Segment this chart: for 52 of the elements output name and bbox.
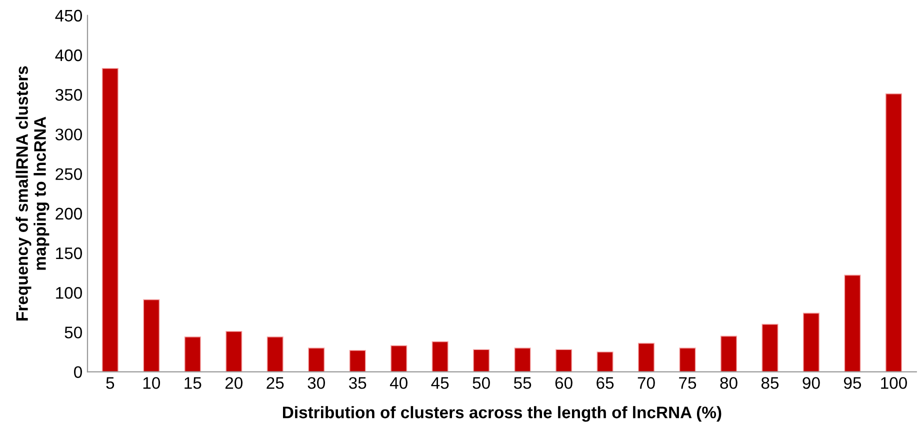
y-tick-label: 50 (64, 326, 82, 338)
x-tick-label: 55 (514, 377, 532, 389)
y-axis-title: Frequency of smallRNA clusters mapping to lncRNA (16, 66, 50, 320)
y-tick-label: 0 (74, 366, 82, 378)
bar (308, 348, 325, 372)
bar (720, 336, 738, 372)
y-tick-label: 350 (55, 89, 82, 101)
bar (143, 299, 160, 372)
x-tick-label: 60 (555, 377, 572, 389)
bar (473, 349, 490, 372)
y-tick-label: 400 (55, 49, 82, 62)
y-tick-label: 250 (56, 168, 82, 180)
x-tick-label: 75 (679, 377, 696, 389)
y-tick-label: 200 (56, 208, 82, 220)
bar (802, 312, 820, 372)
y-tick-label: 450 (55, 10, 82, 22)
bar (432, 341, 448, 372)
bar (885, 93, 902, 372)
bar (184, 336, 201, 372)
x-tick-label: 95 (844, 377, 862, 389)
x-tick-label: 80 (720, 377, 738, 389)
bar (638, 342, 655, 372)
bar (226, 330, 242, 372)
x-tick-label: 25 (266, 377, 284, 389)
x-tick-label: 40 (390, 377, 408, 389)
x-tick-label: 90 (802, 377, 820, 389)
bar (266, 336, 284, 372)
x-tick-label: 20 (225, 377, 243, 389)
bar (556, 349, 572, 372)
x-tick-label: 30 (308, 377, 325, 389)
x-tick-label: 70 (638, 377, 655, 389)
y-tick-label: 100 (56, 287, 82, 299)
y-tick-label: 300 (55, 128, 82, 140)
bar (844, 274, 861, 372)
x-tick-label: 65 (596, 377, 614, 389)
x-tick-label: 100 (881, 377, 907, 389)
x-tick-label: 45 (431, 377, 449, 389)
x-tick-label: 5 (106, 377, 114, 389)
x-tick-label: 50 (472, 377, 490, 389)
bar (679, 348, 696, 372)
bar (102, 68, 118, 372)
x-tick-label: 15 (184, 377, 202, 389)
x-tick-label: 10 (143, 377, 160, 389)
x-tick-label: 85 (761, 377, 779, 389)
x-axis-title: Distribution of clusters across the length of lncRNA (%) (282, 406, 722, 422)
bar (390, 345, 408, 372)
x-tick-label: 35 (348, 377, 366, 389)
y-tick-label: 150 (56, 247, 82, 260)
bar (596, 352, 614, 372)
bar (762, 324, 778, 372)
bar (349, 350, 366, 372)
bar (514, 348, 531, 372)
